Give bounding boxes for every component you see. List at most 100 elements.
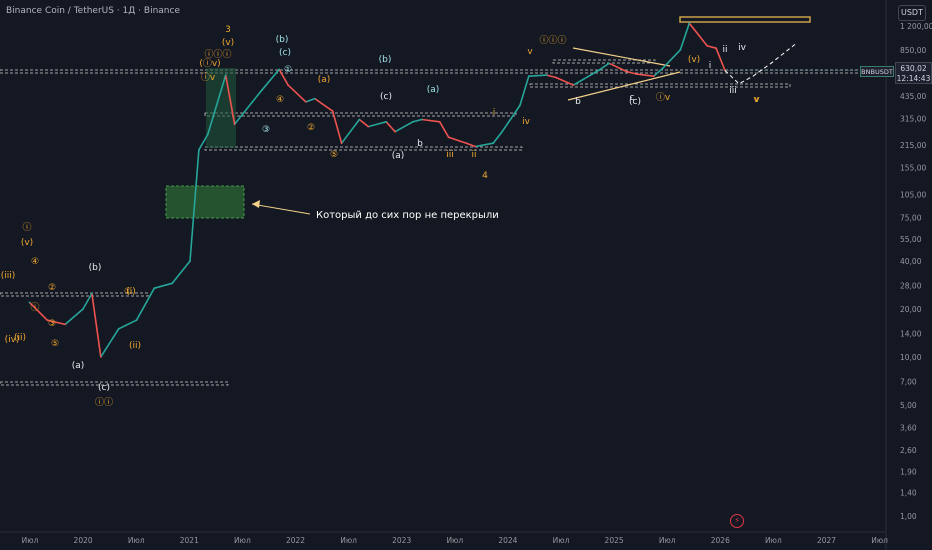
wave-label-7: (ii) <box>14 333 26 343</box>
price-segment-31 <box>448 136 467 144</box>
wave-label-14: ① <box>124 287 132 297</box>
price-point-20 <box>313 97 316 100</box>
wave-label-8: (a) <box>72 361 85 371</box>
price-segment-29 <box>421 118 440 123</box>
wave-label-12: ③ <box>48 319 56 329</box>
projection-layer <box>724 44 796 85</box>
price-segment-20 <box>305 97 316 103</box>
y-tick-label-20: 1,40 <box>900 489 917 498</box>
x-tick-label-8: 2023 <box>392 536 411 545</box>
price-point-49 <box>706 45 709 47</box>
price-point-9 <box>171 282 174 285</box>
x-tick-label-3: Июл <box>128 536 145 545</box>
annotation-arrow-line <box>251 203 311 215</box>
wave-label-22: (c) <box>279 48 291 58</box>
wave-label-43: ⓘⓘⓘ <box>539 35 566 46</box>
price-point-45 <box>652 75 655 78</box>
price-point-35 <box>519 104 521 107</box>
price-segment-39 <box>555 76 574 86</box>
wave-label-18: ⓘⓘⓘ <box>204 49 231 60</box>
wave-label-30: (b) <box>379 55 392 65</box>
y-tick-label-4: 315,00 <box>900 114 926 123</box>
price-segment-41 <box>581 68 601 81</box>
currency-selector[interactable]: USDT <box>898 5 926 21</box>
wave-label-17: (ii) <box>129 341 141 351</box>
price-segment-17 <box>260 68 280 92</box>
price-segment-1 <box>28 301 48 321</box>
price-segment-12 <box>198 133 209 151</box>
price-segment-46 <box>653 67 664 77</box>
price-segment-26 <box>385 121 396 133</box>
dashed-level-1 <box>0 381 229 386</box>
last-price-tag: 630,02 12:14:43 <box>895 62 932 84</box>
wave-label-50: ⓘv <box>201 72 216 83</box>
price-segment-28 <box>412 118 423 123</box>
dashed-level-6 <box>529 83 791 88</box>
wave-label-23: ① <box>284 65 292 75</box>
chart-title: Binance Coin / TetherUS · 1Д · Binance <box>6 6 180 16</box>
triangle-upper-line <box>572 47 671 67</box>
price-point-14 <box>233 123 236 126</box>
x-tick-label-12: 2025 <box>605 536 624 545</box>
x-tick-label-15: Июл <box>765 536 782 545</box>
wave-label-34: ii <box>471 150 476 160</box>
symbol-tag: BNBUSDT <box>860 66 894 77</box>
price-point-31 <box>465 142 468 145</box>
price-point-6 <box>117 327 120 330</box>
price-segment-22 <box>331 110 343 144</box>
price-point-40 <box>581 79 584 81</box>
price-point-48 <box>688 22 691 25</box>
price-point-44 <box>634 73 637 75</box>
y-tick-label-19: 1,90 <box>900 468 917 477</box>
wave-label-2: (v) <box>21 238 33 248</box>
wave-label-20: (v) <box>222 38 234 48</box>
price-segment-49 <box>688 22 708 47</box>
price-point-19 <box>305 101 307 103</box>
dashed-level-5 <box>0 69 881 74</box>
x-tick-label-6: 2022 <box>286 536 305 545</box>
price-segment-19 <box>287 84 307 103</box>
x-tick-label-5: Июл <box>234 536 251 545</box>
price-point-4 <box>91 292 93 295</box>
price-segment-13 <box>207 74 227 135</box>
wave-label-27: ⑤ <box>330 150 338 160</box>
price-segment-4 <box>82 293 93 310</box>
wave-label-32: b <box>417 139 423 149</box>
price-segment-8 <box>135 287 155 321</box>
annotation-text: Который до сих пор не перекрыли <box>316 210 499 221</box>
price-point-50 <box>715 47 717 50</box>
price-segment-21 <box>314 97 334 112</box>
price-segment-33 <box>475 142 494 148</box>
y-axis[interactable]: 1 200,00 850,00 435,00 315,00 215,00 155,00 10… <box>885 0 932 550</box>
projection-path <box>724 44 796 85</box>
price-segment-2 <box>47 319 66 326</box>
price-point-32 <box>474 145 477 148</box>
price-segment-23 <box>340 119 361 144</box>
price-segment-45 <box>635 73 654 77</box>
price-segment-42 <box>599 62 610 71</box>
price-segment-38 <box>546 74 556 79</box>
zones-layer <box>0 16 881 386</box>
wave-label-26: ④ <box>276 95 284 105</box>
dashed-level-7 <box>552 59 656 64</box>
wave-labels-layer: ⓘ(v)(iii)④(b)ⓘ(ii)(a)(c)ⓘⓘ②③⑤①(i)(iv)(ii… <box>1 25 761 408</box>
wave-label-5: (b) <box>89 263 102 273</box>
x-axis[interactable]: Июл 2020 Июл 2021 Июл 2022 Июл 2023 Июл 2024 Июл 20… <box>0 531 888 545</box>
x-tick-label-2: 2020 <box>74 536 93 545</box>
wave-label-3: (iii) <box>1 271 16 281</box>
price-segment-35 <box>501 105 521 133</box>
wave-label-33: iii <box>446 150 454 160</box>
flash-icon[interactable]: ⚡ <box>730 514 744 528</box>
price-segment-11 <box>189 149 200 262</box>
annotation-arrow-head <box>252 200 260 208</box>
x-tick-label-13: Июл <box>659 536 676 545</box>
wave-label-24: ③ <box>262 125 270 135</box>
wave-label-4: ④ <box>31 257 39 267</box>
price-segment-9 <box>154 282 173 289</box>
y-tick-label-15: 7,00 <box>900 378 917 387</box>
wave-label-41: c <box>630 93 635 103</box>
y-tick-label-7: 105,00 <box>900 190 926 199</box>
wave-label-52: i <box>709 61 712 71</box>
y-tick-label-3: 435,00 <box>900 92 926 101</box>
